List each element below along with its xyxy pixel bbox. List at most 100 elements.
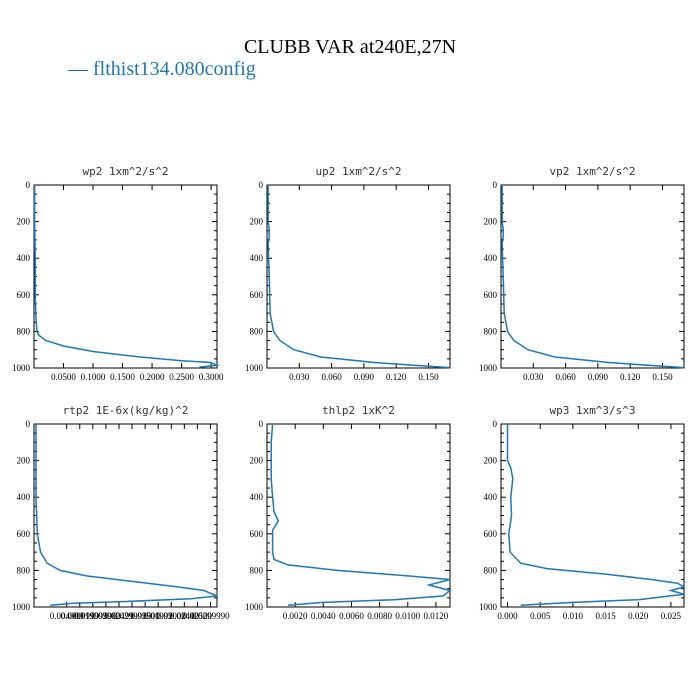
x-tick-label: 0.150 <box>418 372 439 382</box>
subplot-title: up2 1xm^2/s^2 <box>315 165 401 178</box>
subplot-3: rtp2 1E-6x(kg/kg)^2 0 200 400 600 800 1000 0.00… <box>12 404 230 621</box>
x-tick-label: 0.01999 <box>144 611 174 621</box>
x-tick-label: 0.0100 <box>395 611 420 621</box>
legend-marker: — <box>68 58 88 80</box>
x-tick-label: 0.120 <box>386 372 407 382</box>
y-tick-label: 800 <box>484 326 498 336</box>
x-tick-label: 0.2000 <box>140 372 165 382</box>
x-tick-label: 0.02499 <box>104 611 134 621</box>
y-tick-label: 600 <box>484 529 498 539</box>
y-tick-label: 0 <box>493 419 498 429</box>
y-tick-label: 200 <box>250 217 264 227</box>
y-tick-label: 400 <box>250 253 264 263</box>
x-tick-label: 0.005 <box>530 611 551 621</box>
y-tick-label: 200 <box>250 456 264 466</box>
subplot-0: wp2 1xm^2/s^2 0 200 400 600 800 1000 0.0500 0.10… <box>12 165 224 382</box>
y-tick-label: 400 <box>484 492 498 502</box>
series-line-0 <box>501 185 685 369</box>
y-tick-label: 200 <box>484 217 498 227</box>
x-tick-label: 0.120 <box>620 372 641 382</box>
y-tick-label: 600 <box>17 529 31 539</box>
y-tick-label: 0 <box>259 419 264 429</box>
subplot-4: thlp2 1xK^2 0 200 400 600 800 1000 0.0020 0.0040… <box>245 404 452 621</box>
y-tick-label: 800 <box>17 326 31 336</box>
x-tick-label: 0.02400 <box>170 611 200 621</box>
x-tick-label: 0.004999 <box>50 611 84 621</box>
y-tick-label: 600 <box>250 290 264 300</box>
x-tick-label: 0.0500 <box>51 372 76 382</box>
y-tick-label: 1000 <box>479 363 498 373</box>
y-tick-label: 200 <box>17 456 31 466</box>
y-tick-label: 200 <box>484 456 498 466</box>
y-tick-label: 800 <box>250 326 264 336</box>
series-line-0 <box>270 423 452 606</box>
x-tick-label: 0.010 <box>563 611 584 621</box>
x-tick-label: 0.000 <box>497 611 518 621</box>
plot-frame <box>500 184 685 369</box>
x-tick-label: 0.0020 <box>283 611 308 621</box>
x-tick-label: 0.0120 <box>424 611 449 621</box>
subplot-title: rtp2 1E-6x(kg/kg)^2 <box>63 404 189 417</box>
x-tick-label: 0.015 <box>595 611 616 621</box>
legend-label: flthist134.080config <box>93 58 256 80</box>
x-tick-label: 0.090 <box>354 372 375 382</box>
plot-frame <box>33 423 218 608</box>
x-tick-label: 0.02500 <box>130 611 160 621</box>
x-tick-label: 0.02000 <box>157 611 187 621</box>
x-tick-label: 0.0299999 <box>113 611 152 621</box>
x-tick-label: 0.0060 <box>339 611 364 621</box>
plot-frame <box>266 423 451 608</box>
x-tick-label: 0.030 <box>289 372 310 382</box>
y-tick-label: 0 <box>493 180 498 190</box>
y-tick-label: 400 <box>17 492 31 502</box>
x-tick-label: 0.02500 <box>183 611 213 621</box>
x-tick-label: 0.020 <box>628 611 649 621</box>
y-tick-label: 1000 <box>12 602 31 612</box>
subplot-title: wp3 1xm^3/s^3 <box>549 404 635 417</box>
series-line-0 <box>506 424 686 606</box>
subplot-title: vp2 1xm^2/s^2 <box>549 165 635 178</box>
y-tick-label: 1000 <box>479 602 498 612</box>
legend: — flthist134.080config <box>68 58 256 81</box>
series-line-0 <box>33 185 220 368</box>
y-tick-label: 0 <box>259 180 264 190</box>
series-line-0 <box>35 424 218 606</box>
series-line-0 <box>267 185 451 369</box>
plot-frame <box>33 184 218 369</box>
y-tick-label: 0 <box>26 419 31 429</box>
x-tick-label: 0.060 <box>555 372 576 382</box>
y-tick-label: 400 <box>250 492 264 502</box>
x-tick-label: 0.150 <box>652 372 673 382</box>
figure-title: CLUBB VAR at240E,27N <box>243 36 457 58</box>
subplot-title: thlp2 1xK^2 <box>322 404 395 417</box>
y-tick-label: 1000 <box>245 602 264 612</box>
x-tick-label: 0.090 <box>588 372 609 382</box>
x-tick-label: 0.0080 <box>367 611 392 621</box>
x-tick-label: 0.0099999 <box>61 611 100 621</box>
x-tick-label: 0.1000 <box>81 372 106 382</box>
y-tick-label: 1000 <box>245 363 264 373</box>
y-tick-label: 600 <box>250 529 264 539</box>
x-tick-label: 0.2500 <box>169 372 194 382</box>
y-tick-label: 400 <box>17 253 31 263</box>
x-tick-label: 0.1500 <box>110 372 135 382</box>
y-tick-label: 400 <box>484 253 498 263</box>
y-tick-label: 600 <box>484 290 498 300</box>
y-tick-label: 800 <box>484 565 498 575</box>
x-tick-label: 0.02000 <box>91 611 121 621</box>
y-tick-label: 800 <box>17 565 31 575</box>
y-tick-label: 1000 <box>12 363 31 373</box>
x-tick-label: 0.3000 <box>199 372 224 382</box>
x-tick-label: 0.0199999 <box>74 611 113 621</box>
x-tick-label: 0.0299990 <box>191 611 230 621</box>
subplot-1: up2 1xm^2/s^2 0 200 400 600 800 1000 0.030 0.060… <box>245 165 451 382</box>
y-tick-label: 200 <box>17 217 31 227</box>
x-tick-label: 0.0040 <box>311 611 336 621</box>
plot-frame <box>266 184 451 369</box>
x-tick-label: 0.025 <box>661 611 682 621</box>
y-tick-label: 600 <box>17 290 31 300</box>
x-tick-label: 0.060 <box>321 372 342 382</box>
x-tick-label: 0.030 <box>523 372 544 382</box>
subplot-title: wp2 1xm^2/s^2 <box>82 165 168 178</box>
